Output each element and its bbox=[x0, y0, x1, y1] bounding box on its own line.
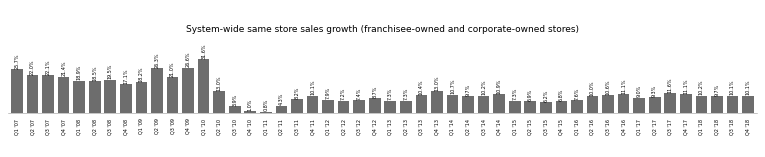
Text: 10.2%: 10.2% bbox=[481, 80, 486, 95]
Text: 18.5%: 18.5% bbox=[93, 66, 97, 81]
Text: 7.2%: 7.2% bbox=[341, 88, 346, 100]
Bar bbox=[58, 76, 70, 113]
Bar bbox=[151, 68, 163, 113]
Text: 7.9%: 7.9% bbox=[326, 87, 330, 99]
Text: 21.0%: 21.0% bbox=[170, 61, 175, 77]
Bar bbox=[602, 95, 614, 113]
Bar bbox=[462, 97, 474, 113]
Text: 9.7%: 9.7% bbox=[715, 84, 719, 96]
Text: 7.4%: 7.4% bbox=[356, 88, 362, 100]
Text: 18.9%: 18.9% bbox=[76, 65, 82, 80]
Bar bbox=[229, 106, 240, 113]
Text: 11.6%: 11.6% bbox=[668, 77, 672, 93]
Bar bbox=[338, 101, 350, 113]
Text: 7.6%: 7.6% bbox=[575, 87, 579, 100]
Bar bbox=[27, 76, 38, 113]
Bar bbox=[680, 94, 692, 113]
Text: 13.0%: 13.0% bbox=[216, 75, 222, 91]
Bar bbox=[587, 96, 598, 113]
Text: 18.2%: 18.2% bbox=[139, 66, 144, 82]
Bar bbox=[478, 96, 490, 113]
Bar bbox=[415, 95, 427, 113]
Bar bbox=[665, 93, 676, 113]
Bar bbox=[509, 101, 520, 113]
Text: 10.7%: 10.7% bbox=[450, 79, 455, 95]
Text: 10.1%: 10.1% bbox=[746, 80, 750, 95]
Bar bbox=[400, 101, 412, 113]
Text: 6.2%: 6.2% bbox=[543, 90, 549, 102]
Bar bbox=[275, 106, 287, 113]
Text: 9.3%: 9.3% bbox=[653, 85, 657, 97]
Text: 0.8%: 0.8% bbox=[263, 99, 269, 111]
Bar bbox=[73, 81, 85, 113]
Text: 7.3%: 7.3% bbox=[388, 88, 392, 100]
Bar bbox=[167, 77, 178, 113]
Text: 11.1%: 11.1% bbox=[621, 78, 626, 94]
Bar bbox=[385, 101, 396, 113]
Text: 31.6%: 31.6% bbox=[201, 43, 206, 59]
Text: 25.7%: 25.7% bbox=[15, 53, 19, 69]
Bar bbox=[213, 91, 225, 113]
Text: 4.3%: 4.3% bbox=[279, 93, 284, 105]
Bar bbox=[135, 82, 147, 113]
Bar bbox=[198, 59, 210, 113]
Bar bbox=[525, 101, 536, 113]
Bar bbox=[11, 69, 23, 113]
Text: 10.4%: 10.4% bbox=[419, 79, 424, 95]
Bar bbox=[322, 100, 334, 113]
Bar bbox=[633, 98, 645, 113]
Text: 7.3%: 7.3% bbox=[513, 88, 517, 100]
Text: 9.7%: 9.7% bbox=[466, 84, 470, 96]
Bar bbox=[369, 98, 380, 113]
Bar bbox=[182, 68, 194, 113]
Text: 6.9%: 6.9% bbox=[528, 89, 532, 101]
Text: 3.9%: 3.9% bbox=[233, 94, 237, 106]
Bar bbox=[727, 96, 738, 113]
Bar bbox=[307, 96, 318, 113]
Text: 8.7%: 8.7% bbox=[373, 85, 377, 98]
Bar bbox=[649, 97, 660, 113]
Text: 26.6%: 26.6% bbox=[186, 52, 190, 67]
Text: 8.2%: 8.2% bbox=[295, 86, 299, 99]
Text: 10.9%: 10.9% bbox=[496, 79, 502, 94]
Title: System-wide same store sales growth (franchisee-owned and corporate-owned stores: System-wide same store sales growth (fra… bbox=[186, 25, 579, 34]
Bar bbox=[291, 99, 303, 113]
Bar bbox=[555, 101, 567, 113]
Text: 10.6%: 10.6% bbox=[606, 79, 610, 95]
Bar bbox=[742, 96, 754, 113]
Text: 11.1%: 11.1% bbox=[683, 78, 688, 94]
Bar bbox=[431, 91, 443, 113]
Text: 10.1%: 10.1% bbox=[730, 80, 735, 95]
Text: 13.0%: 13.0% bbox=[435, 75, 439, 91]
Text: 1.0%: 1.0% bbox=[248, 99, 252, 111]
Text: 19.5%: 19.5% bbox=[108, 64, 112, 79]
Text: 22.0%: 22.0% bbox=[30, 60, 35, 75]
Bar bbox=[105, 80, 116, 113]
Bar bbox=[42, 75, 54, 113]
Bar bbox=[120, 84, 132, 113]
Bar bbox=[618, 94, 630, 113]
Text: 26.3%: 26.3% bbox=[155, 52, 159, 68]
Bar bbox=[540, 103, 552, 113]
Bar bbox=[493, 95, 505, 113]
Text: 7.3%: 7.3% bbox=[403, 88, 409, 100]
Bar bbox=[260, 112, 272, 113]
Bar bbox=[245, 111, 256, 113]
Bar bbox=[695, 96, 707, 113]
Bar bbox=[447, 95, 458, 113]
Text: 6.8%: 6.8% bbox=[559, 89, 564, 101]
Text: 17.1%: 17.1% bbox=[123, 68, 129, 84]
Text: 9.0%: 9.0% bbox=[636, 85, 642, 97]
Text: 22.1%: 22.1% bbox=[46, 60, 50, 75]
Text: 10.1%: 10.1% bbox=[310, 80, 315, 95]
Bar bbox=[711, 97, 723, 113]
Bar bbox=[571, 100, 583, 113]
Bar bbox=[89, 81, 100, 113]
Text: 10.0%: 10.0% bbox=[590, 80, 595, 96]
Bar bbox=[353, 100, 365, 113]
Text: 21.4%: 21.4% bbox=[61, 61, 66, 76]
Text: 10.2%: 10.2% bbox=[699, 80, 704, 95]
